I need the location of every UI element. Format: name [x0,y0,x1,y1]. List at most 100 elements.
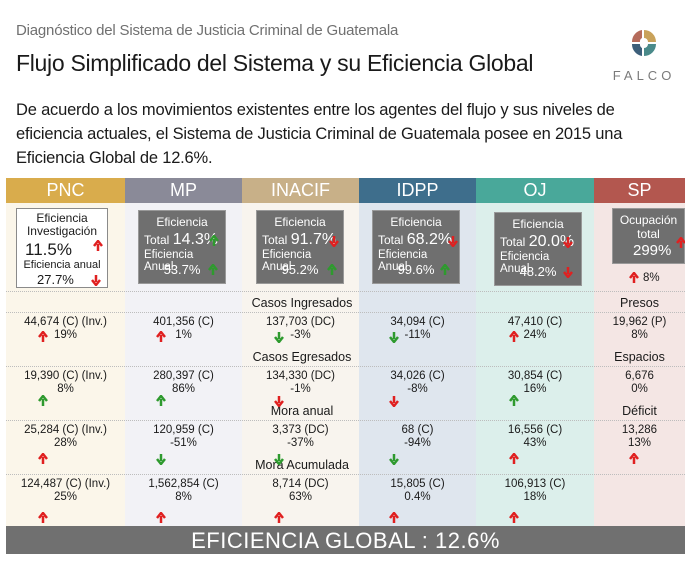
pct-mora-oj: 43% [523,437,547,449]
pct-egresados-inacif: -1% [290,383,311,395]
value-egresados-inacif: 134,330 (DC) [265,370,336,382]
arrow-down-red-icon [274,396,284,407]
falco-logo-icon [631,30,656,56]
column-header-idpp: IDPP [359,178,476,203]
efficiency-total: Total 91.7% [262,231,336,249]
pct-egresados-pnc: 8% [57,383,74,395]
pct-mora-acum-idpp: 0.4% [404,491,431,503]
occupancy-change: 8% [643,272,660,284]
efficiency-box-mp: Eficiencia Total 14.3% Eficiencia Anual … [138,210,226,284]
efficiency-box-idpp: Eficiencia Total 68.2% Eficiencia Anual … [372,210,460,284]
value-mora-inacif: 3,373 (DC) [272,424,329,436]
efficiency-box-inacif: Eficiencia Total 91.7% Eficiencia Anual … [256,210,344,284]
total-value: 14.3% [172,231,219,248]
value-egresados-oj: 30,854 (C) [507,370,563,382]
efficiency-label: Eficiencia [156,215,208,229]
annual-label: Eficiencia Anual [144,249,194,273]
pct-mora-acum-oj: 18% [523,491,547,503]
value-presos-sp: 19,962 (P) [612,316,667,328]
efficiency-label: Eficiencia [390,215,442,229]
section-label-deficit: Déficit [622,404,657,418]
pct-mora-acum-mp: 8% [175,491,192,503]
value-mora-idpp: 68 (C) [401,424,434,436]
section-label-mora-acumulada: Mora Acumulada [255,458,349,472]
arrow-down-red-icon [91,275,101,286]
arrow-up-green-icon [208,264,218,275]
pct-mora-pnc: 28% [53,437,78,449]
efficiency-label: Eficiencia [274,215,326,229]
pct-espacios-sp: 0% [631,383,648,395]
pct-ingresados-pnc: 19% [53,329,78,341]
column-header-mp: MP [125,178,242,203]
section-label-egresados: Casos Egresados [252,350,352,364]
value-espacios-sp: 6,676 [625,370,654,382]
arrow-down-green-icon [389,454,399,465]
pct-deficit-sp: 13% [627,437,652,449]
pct-mora-idpp: -94% [404,437,431,449]
row-separator [6,312,685,313]
column-header-oj: OJ [476,178,594,203]
arrow-up-red-icon [38,512,48,523]
value-mora-acum-mp: 1,562,854 (C) [148,478,219,490]
arrow-up-green-icon [209,235,219,246]
falco-logo: FALCO [608,28,680,84]
value-mora-oj: 16,556 (C) [507,424,563,436]
total-value: 20.0% [528,233,575,250]
section-label-ingresados: Casos Ingresados [251,296,353,310]
annual-label: Eficiencia anual [23,259,101,271]
section-label-mora: Mora anual [270,404,334,418]
value-ingresados-idpp: 34,094 (C) [390,316,445,328]
arrow-down-red-icon [329,236,339,247]
value-mora-acum-pnc: 124,487 (C) (Inv.) [20,478,111,490]
arrow-up-red-icon [629,453,639,464]
annual-value: 99.6% [397,262,435,277]
efficiency-total: Total 14.3% [144,231,218,249]
arrow-down-green-icon [389,332,399,343]
annual-value: 53.7% [163,262,201,277]
arrow-up-green-icon [327,264,337,275]
pct-ingresados-mp: 1% [175,329,192,341]
pct-ingresados-inacif: -3% [290,329,311,341]
value-egresados-idpp: 34,026 (C) [390,370,445,382]
occupancy-sublabel: total [637,227,660,241]
total-label: Total [144,233,170,247]
annual-label: Eficiencia Anual [378,249,428,273]
value-mora-acum-idpp: 15,805 (C) [390,478,445,490]
logo-text: FALCO [612,68,676,83]
value-mora-acum-inacif: 8,714 (DC) [272,478,329,490]
annual-label: Eficiencia Anual [500,251,550,275]
arrow-up-red-icon [629,272,639,283]
pct-egresados-oj: 16% [523,383,547,395]
arrow-up-red-icon [38,453,48,464]
arrow-up-red-icon [93,240,103,251]
pct-mora-inacif: -37% [287,437,314,449]
pct-egresados-idpp: -8% [407,383,428,395]
global-efficiency-banner: EFICIENCIA GLOBAL : 12.6% [6,526,685,554]
efficiency-label: Eficiencia [36,211,88,225]
annual-value: 95.2% [281,262,319,277]
pct-presos-sp: 8% [631,329,648,341]
pct-mora-mp: -51% [170,437,197,449]
total-label: Total [262,233,288,247]
total-value: 91.7% [290,231,337,248]
section-label-presos: Presos [620,296,659,310]
annual-value: 27.7% [37,272,74,287]
arrow-up-red-icon [676,237,685,248]
arrow-up-red-icon [509,453,519,464]
intro-paragraph: De acuerdo a los movimientos existentes … [16,101,623,167]
efficiency-total: Total 20.0% [500,233,574,251]
arrow-down-green-icon [274,454,284,465]
occupancy-label: Ocupación [619,213,678,227]
document-subtitle: Diagnóstico del Sistema de Justicia Crim… [16,22,399,39]
value-mora-acum-oj: 106,913 (C) [504,478,566,490]
column-header-pnc: PNC [6,178,125,203]
annual-label: Eficiencia Anual [262,249,312,273]
arrow-up-green-icon [38,395,48,406]
value-egresados-mp: 280,397 (C) [153,370,214,382]
arrow-up-red-icon [509,512,519,523]
arrow-up-red-icon [389,512,399,523]
row-separator [6,474,685,475]
arrow-up-red-icon [509,331,519,342]
pct-mora-acum-pnc: 25% [53,491,78,503]
arrow-up-green-icon [156,395,166,406]
